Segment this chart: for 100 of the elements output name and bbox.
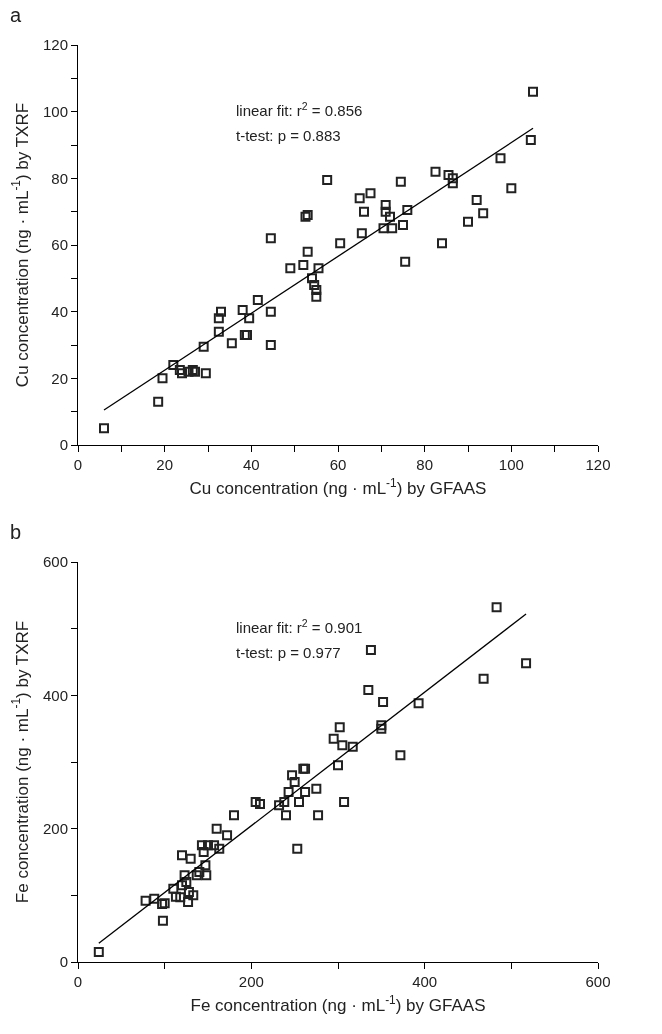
y-tick-label: 200 — [42, 819, 68, 837]
point — [495, 153, 506, 164]
point — [183, 887, 194, 897]
point — [402, 205, 413, 215]
x-tick-label: 0 — [73, 973, 83, 990]
point — [168, 360, 179, 370]
point — [289, 777, 300, 787]
point — [200, 368, 211, 379]
point — [387, 223, 398, 234]
point — [506, 183, 517, 194]
annotation: t-test: p = 0.883 — [236, 127, 341, 144]
x-tick-label: 40 — [242, 456, 260, 473]
point — [378, 223, 389, 234]
point — [447, 173, 458, 184]
point — [237, 305, 248, 315]
point — [385, 211, 395, 222]
point — [174, 365, 185, 375]
x-tick-label: 120 — [585, 456, 611, 473]
x-tick-label: 0 — [73, 456, 83, 473]
y-tick-label: 40 — [51, 302, 68, 320]
point — [313, 263, 324, 274]
point — [265, 306, 276, 317]
point — [140, 895, 151, 906]
point — [378, 697, 389, 707]
point — [198, 341, 209, 352]
chart-title: b — [9, 520, 22, 543]
point — [157, 373, 168, 384]
point — [188, 890, 199, 901]
point — [213, 313, 224, 324]
point — [398, 220, 408, 230]
point — [471, 195, 482, 205]
point — [213, 326, 224, 337]
point — [177, 368, 187, 379]
point — [328, 733, 339, 744]
point — [335, 238, 346, 249]
point — [175, 892, 186, 903]
annotation: t-test: p = 0.977 — [236, 644, 341, 661]
point — [285, 263, 296, 274]
point — [365, 188, 376, 199]
point — [294, 797, 304, 807]
point — [214, 843, 225, 854]
point — [200, 860, 211, 871]
point — [347, 741, 358, 752]
point — [93, 947, 104, 957]
point — [298, 260, 309, 270]
point — [191, 870, 202, 881]
point — [274, 800, 285, 811]
point — [177, 850, 187, 861]
point — [194, 867, 205, 877]
point — [181, 877, 192, 887]
point — [201, 870, 212, 881]
point — [153, 396, 164, 407]
point — [279, 797, 290, 807]
point — [463, 216, 473, 227]
point — [380, 200, 391, 210]
point — [99, 423, 109, 434]
point — [313, 810, 324, 821]
x-tick-label: 200 — [238, 973, 264, 990]
point — [168, 883, 179, 894]
y-tick-label: 600 — [42, 553, 68, 571]
point — [311, 783, 322, 794]
point — [255, 799, 265, 809]
y-tick-label: 400 — [42, 686, 68, 704]
point — [333, 760, 343, 771]
point — [211, 823, 222, 834]
point — [430, 166, 441, 177]
point — [395, 176, 406, 187]
point — [226, 338, 237, 349]
point — [380, 206, 391, 217]
chart-title: a — [9, 3, 22, 26]
point — [203, 840, 213, 851]
point — [300, 787, 311, 797]
x-tick-label: 20 — [156, 456, 174, 473]
y-tick-label: 20 — [51, 369, 68, 387]
y-tick-label: 0 — [59, 953, 68, 971]
point — [395, 750, 406, 761]
point — [311, 291, 322, 302]
point — [525, 135, 536, 145]
point — [244, 313, 255, 324]
point — [478, 208, 489, 219]
x-tick-label: 600 — [585, 973, 611, 990]
point — [283, 787, 294, 797]
point — [311, 285, 322, 295]
point — [252, 295, 263, 305]
point — [322, 175, 333, 185]
point — [209, 840, 220, 851]
point — [281, 810, 291, 821]
point — [400, 256, 411, 267]
x-tick-label: 60 — [329, 456, 347, 473]
point — [443, 170, 454, 180]
point — [287, 770, 298, 781]
point — [222, 830, 233, 841]
point — [356, 228, 367, 239]
point — [265, 233, 276, 244]
x-axis-title: Cu concentration (ng · mL$^{-1}$) by GFAAS — [189, 476, 487, 499]
point — [337, 740, 348, 751]
point — [307, 273, 317, 284]
point — [292, 843, 303, 854]
x-tick-label: 100 — [498, 456, 524, 473]
point — [229, 810, 239, 821]
